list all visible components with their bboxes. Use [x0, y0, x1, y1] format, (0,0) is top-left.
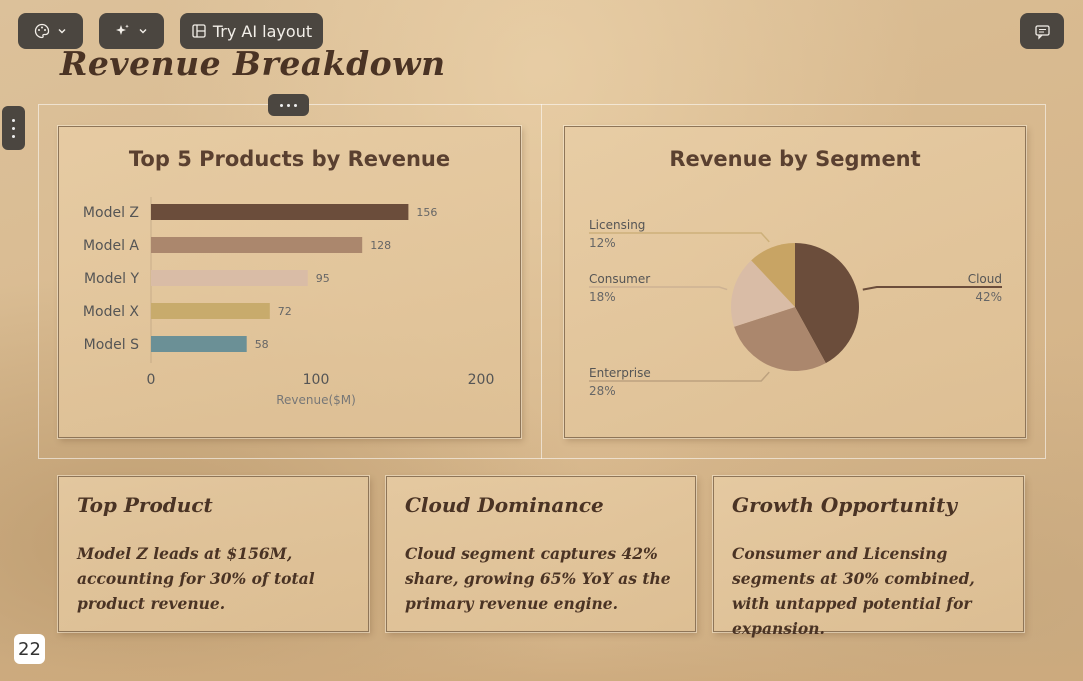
insight-card-cloud-dominance[interactable]: Cloud Dominance Cloud segment captures 4… — [386, 476, 696, 632]
pie-slice-label: Cloud — [968, 272, 1002, 286]
pie-percent-label: 12% — [589, 236, 616, 250]
insight-body: Cloud segment captures 42% share, growin… — [405, 544, 671, 613]
bar-value-label: 58 — [255, 338, 269, 351]
pie-chart-title: Revenue by Segment — [669, 147, 921, 171]
theme-menu-button[interactable] — [18, 13, 83, 49]
background-decoration — [0, 641, 1083, 681]
page-number-badge: 22 — [14, 634, 45, 664]
insight-card-growth-opportunity[interactable]: Growth Opportunity Consumer and Licensin… — [713, 476, 1024, 638]
slide-side-handle[interactable] — [2, 106, 25, 150]
pie-percent-label: 18% — [589, 290, 616, 304]
pie-leader-line — [589, 286, 728, 291]
pie-leader-line — [862, 286, 1002, 291]
bar-category-label: Model Y — [84, 271, 139, 287]
pie-leader-line — [589, 232, 770, 243]
insight-title: Growth Opportunity — [732, 493, 957, 517]
pie-slice — [734, 307, 826, 371]
bar-value-label: 95 — [316, 272, 330, 285]
bar-category-label: Model X — [83, 304, 139, 320]
ai-menu-button[interactable] — [99, 13, 164, 49]
comments-button[interactable] — [1020, 13, 1064, 49]
pie-leader-line — [589, 371, 770, 382]
pie-slice-label: Consumer — [589, 272, 650, 286]
comment-icon — [1034, 24, 1050, 40]
bar-chart-title: Top 5 Products by Revenue — [128, 147, 451, 171]
insight-body: Consumer and Licensing segments at 30% c… — [732, 544, 975, 638]
bar-category-label: Model A — [83, 238, 139, 254]
insight-body: Model Z leads at $156M, accounting for 3… — [77, 544, 315, 613]
drag-handle[interactable] — [268, 94, 309, 116]
try-ai-layout-button[interactable]: Try AI layout — [180, 13, 323, 49]
pie-slice — [731, 260, 795, 327]
pie-chart-card[interactable]: Revenue by Segment Cloud 42% Enterprise 28%… — [564, 126, 1026, 438]
selection-box — [38, 104, 1046, 459]
bar-value-label: 72 — [278, 305, 292, 318]
pie-slice — [795, 243, 859, 364]
pie-percent-label: 42% — [975, 290, 1002, 304]
bar-category-label: Model Z — [83, 205, 139, 221]
slide-title[interactable]: Revenue Breakdown — [60, 44, 446, 83]
try-ai-layout-label: Try AI layout — [212, 21, 313, 41]
x-axis-label: Revenue($M) — [276, 393, 356, 407]
x-tick-label: 0 — [147, 372, 156, 388]
insight-title: Cloud Dominance — [405, 493, 604, 517]
insight-title: Top Product — [77, 493, 213, 517]
bar — [151, 303, 270, 319]
sparkles-icon — [116, 24, 129, 35]
pie-percent-label: 28% — [589, 384, 616, 398]
bar-chart: Model Z 156 Model A 128 Model Y 95 Model X 72 Mo… — [83, 197, 495, 407]
bar — [151, 204, 409, 220]
pie-slice-label: Licensing — [589, 218, 645, 232]
pie-chart: Cloud 42% Enterprise 28% Consumer 18% Licensin… — [589, 218, 1002, 398]
palette-icon — [34, 23, 49, 39]
x-tick-label: 100 — [303, 372, 330, 388]
insight-card-top-product[interactable]: Top Product Model Z leads at $156M, acco… — [58, 476, 369, 632]
selection-divider — [541, 104, 542, 459]
bar — [151, 336, 247, 352]
bar-category-label: Model S — [84, 337, 139, 353]
x-tick-label: 200 — [468, 372, 495, 388]
chevron-down-icon — [58, 29, 65, 34]
layout-icon — [192, 24, 206, 38]
bar — [151, 270, 308, 286]
bar — [151, 237, 363, 253]
bar-value-label: 128 — [370, 239, 391, 252]
bar-chart-card[interactable]: Top 5 Products by Revenue Model Z 156 Mode… — [58, 126, 521, 438]
pie-slice-label: Enterprise — [589, 366, 651, 380]
chevron-down-icon — [139, 29, 147, 34]
bar-value-label: 156 — [416, 206, 437, 219]
pie-slice — [751, 243, 795, 307]
